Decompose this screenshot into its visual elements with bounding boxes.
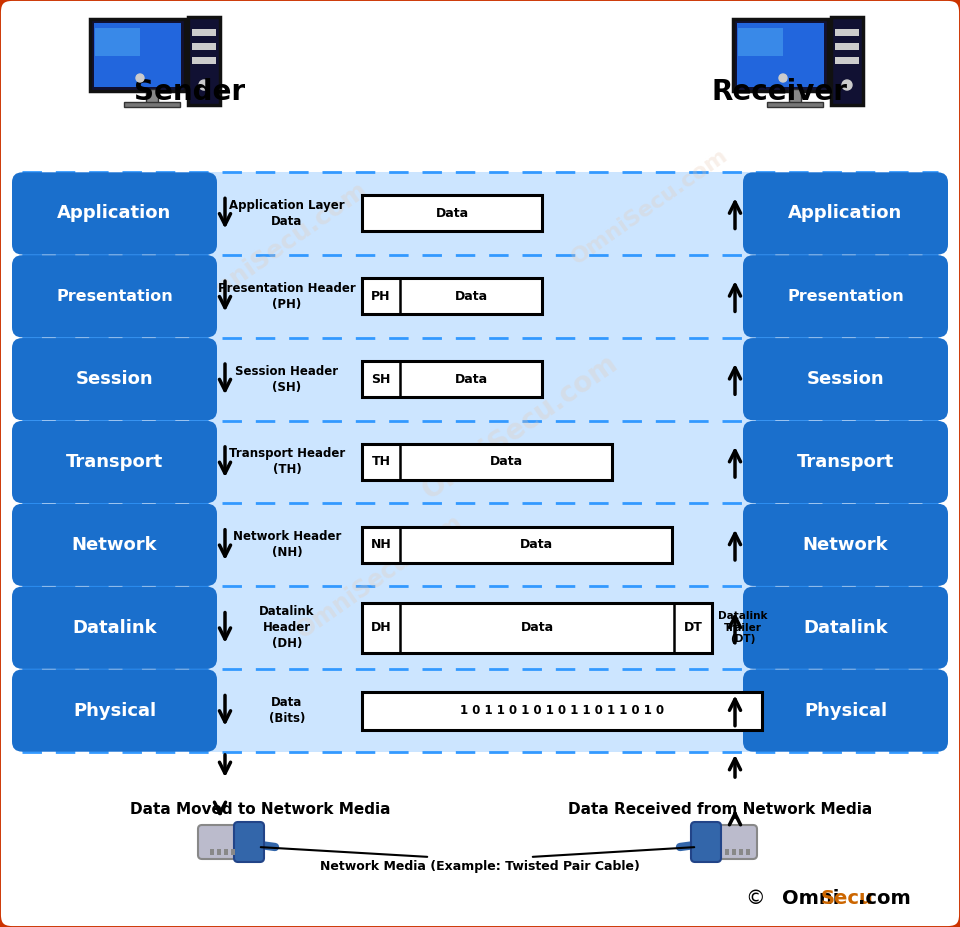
FancyBboxPatch shape bbox=[743, 172, 948, 255]
Bar bbox=[22, 172, 938, 255]
FancyBboxPatch shape bbox=[743, 338, 948, 420]
Bar bbox=[192, 43, 216, 50]
Bar bbox=[362, 362, 542, 397]
Text: Network Header
(NH): Network Header (NH) bbox=[233, 530, 341, 559]
FancyBboxPatch shape bbox=[743, 503, 948, 586]
Bar bbox=[835, 29, 859, 36]
Text: Physical: Physical bbox=[73, 702, 156, 719]
Text: TH: TH bbox=[372, 455, 391, 468]
Bar bbox=[231, 849, 235, 855]
Text: .com: .com bbox=[858, 890, 911, 908]
Bar bbox=[725, 849, 729, 855]
Bar bbox=[22, 421, 938, 503]
Text: Presentation Header
(PH): Presentation Header (PH) bbox=[218, 282, 356, 311]
Text: OmniSecu.com: OmniSecu.com bbox=[187, 177, 372, 317]
Bar bbox=[733, 19, 828, 91]
Text: Data: Data bbox=[490, 455, 522, 468]
Circle shape bbox=[842, 80, 852, 90]
Bar bbox=[124, 102, 180, 107]
Text: DT: DT bbox=[684, 621, 703, 634]
Text: Data: Data bbox=[454, 373, 488, 386]
FancyBboxPatch shape bbox=[12, 587, 217, 668]
FancyBboxPatch shape bbox=[234, 822, 264, 862]
Bar bbox=[746, 849, 750, 855]
Circle shape bbox=[779, 74, 787, 82]
Text: NH: NH bbox=[371, 539, 392, 552]
FancyBboxPatch shape bbox=[12, 503, 217, 586]
Text: 1 0 1 1 0 1 0 1 0 1 1 0 1 1 0 1 0: 1 0 1 1 0 1 0 1 0 1 1 0 1 1 0 1 0 bbox=[460, 705, 664, 717]
Bar bbox=[362, 527, 672, 563]
Text: Application: Application bbox=[58, 205, 172, 222]
Circle shape bbox=[136, 74, 144, 82]
FancyBboxPatch shape bbox=[743, 255, 948, 337]
Text: Data: Data bbox=[454, 290, 488, 303]
Bar bbox=[738, 28, 783, 56]
Text: Application: Application bbox=[788, 205, 902, 222]
Text: Network Media (Example: Twisted Pair Cable): Network Media (Example: Twisted Pair Cab… bbox=[320, 860, 640, 873]
FancyBboxPatch shape bbox=[743, 587, 948, 668]
Text: Presentation: Presentation bbox=[787, 289, 904, 304]
Text: Network: Network bbox=[803, 536, 888, 553]
Bar bbox=[217, 849, 221, 855]
FancyBboxPatch shape bbox=[12, 421, 217, 503]
Text: Datalink
Header
(DH): Datalink Header (DH) bbox=[259, 605, 315, 650]
Bar bbox=[224, 849, 228, 855]
Text: Data Moved to Network Media: Data Moved to Network Media bbox=[130, 802, 391, 817]
Text: PH: PH bbox=[372, 290, 391, 303]
Bar bbox=[188, 17, 220, 105]
FancyBboxPatch shape bbox=[743, 421, 948, 503]
Bar bbox=[831, 17, 863, 105]
Bar bbox=[362, 278, 542, 314]
FancyBboxPatch shape bbox=[713, 825, 757, 859]
Text: Data: Data bbox=[519, 539, 553, 552]
Bar bbox=[95, 28, 140, 56]
Bar bbox=[835, 57, 859, 64]
Text: Transport Header
(TH): Transport Header (TH) bbox=[228, 448, 346, 476]
FancyBboxPatch shape bbox=[12, 338, 217, 420]
Bar bbox=[767, 102, 823, 107]
Bar bbox=[90, 19, 185, 91]
FancyBboxPatch shape bbox=[691, 822, 721, 862]
Text: Physical: Physical bbox=[804, 702, 887, 719]
Bar bbox=[362, 692, 762, 730]
Text: Data: Data bbox=[436, 207, 468, 220]
Text: Network: Network bbox=[72, 536, 157, 553]
Text: Session: Session bbox=[76, 370, 154, 388]
Text: Session: Session bbox=[806, 370, 884, 388]
Bar bbox=[22, 586, 938, 669]
Bar bbox=[835, 43, 859, 50]
Bar bbox=[789, 89, 801, 105]
FancyBboxPatch shape bbox=[743, 669, 948, 752]
Bar bbox=[22, 337, 938, 421]
Bar bbox=[362, 603, 712, 653]
Text: Transport: Transport bbox=[797, 453, 894, 471]
Text: OmniSecu.com: OmniSecu.com bbox=[568, 146, 732, 269]
Text: OmniSecu.com: OmniSecu.com bbox=[292, 511, 468, 643]
Bar bbox=[22, 255, 938, 337]
Bar bbox=[192, 57, 216, 64]
Text: Datalink: Datalink bbox=[72, 618, 156, 637]
Text: Datalink: Datalink bbox=[804, 618, 888, 637]
Bar bbox=[192, 29, 216, 36]
Text: DH: DH bbox=[371, 621, 392, 634]
Text: Application Layer
Data: Application Layer Data bbox=[229, 199, 345, 228]
Text: Transport: Transport bbox=[66, 453, 163, 471]
FancyBboxPatch shape bbox=[12, 255, 217, 337]
Bar bbox=[732, 849, 736, 855]
Text: SH: SH bbox=[372, 373, 391, 386]
Bar bbox=[737, 23, 824, 87]
Text: Session Header
(SH): Session Header (SH) bbox=[235, 364, 339, 394]
Text: Omni: Omni bbox=[782, 890, 839, 908]
Bar bbox=[210, 849, 214, 855]
Bar bbox=[22, 503, 938, 586]
Text: Data: Data bbox=[520, 621, 554, 634]
FancyBboxPatch shape bbox=[12, 669, 217, 752]
Text: Presentation: Presentation bbox=[56, 289, 173, 304]
Bar bbox=[22, 669, 938, 752]
FancyBboxPatch shape bbox=[12, 172, 217, 255]
Circle shape bbox=[199, 80, 209, 90]
Text: Secu: Secu bbox=[821, 890, 874, 908]
Bar bbox=[739, 849, 743, 855]
Text: Data
(Bits): Data (Bits) bbox=[269, 696, 305, 725]
